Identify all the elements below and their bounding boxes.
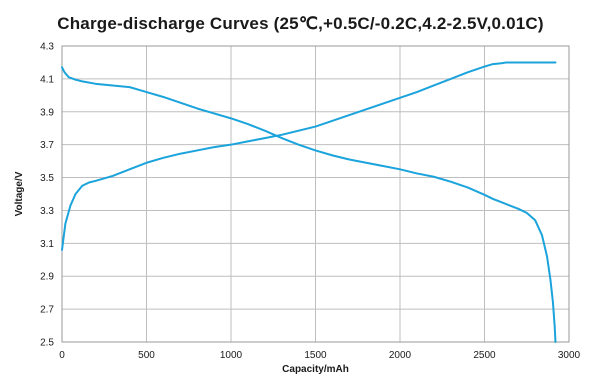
y-tick-label: 3.9 xyxy=(40,107,54,118)
y-axis-title: Voltage/V xyxy=(14,171,25,216)
x-tick-label: 3000 xyxy=(558,350,581,361)
y-tick-label: 4.3 xyxy=(40,42,54,53)
chart-title: Charge-discharge Curves (25℃,+0.5C/-0.2C… xyxy=(57,14,544,33)
x-axis-title: Capacity/mAh xyxy=(282,364,349,375)
y-tick-label: 3.5 xyxy=(40,173,54,184)
y-tick-label: 3.7 xyxy=(40,140,54,151)
y-tick-label: 4.1 xyxy=(40,74,54,85)
x-tick-label: 0 xyxy=(59,350,65,361)
y-tick-label: 3.1 xyxy=(40,239,54,250)
charge-curve-line xyxy=(61,61,557,251)
plot-area-border xyxy=(61,45,570,343)
x-tick-label: 2500 xyxy=(473,350,496,361)
y-tick-label: 2.5 xyxy=(40,338,54,349)
y-tick-label: 2.9 xyxy=(40,272,54,283)
discharge-curve-line xyxy=(61,66,557,343)
y-tick-label: 3.3 xyxy=(40,206,54,217)
x-tick-label: 500 xyxy=(138,350,155,361)
y-tick-label: 2.7 xyxy=(40,305,54,316)
x-tick-label: 2000 xyxy=(389,350,412,361)
x-tick-label: 1000 xyxy=(220,350,243,361)
x-tick-label: 1500 xyxy=(304,350,327,361)
